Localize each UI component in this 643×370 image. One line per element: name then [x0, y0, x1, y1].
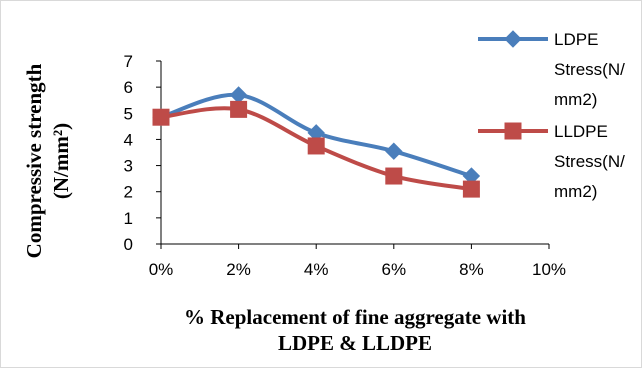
axes [160, 61, 549, 245]
legend-marker-1 [504, 122, 522, 140]
legend-label-1-line-1: Stress(N/ [554, 152, 625, 171]
x-tick-label: 2% [226, 260, 251, 279]
legend: LDPE Stress(N/mm2) LLDPE Stress(N/mm2) [478, 30, 625, 201]
series-1-point-3 [385, 167, 403, 185]
y-tick-label: 4 [124, 130, 133, 149]
series-markers [152, 86, 481, 198]
x-axis-title-line-2: LDPE & LLDPE [278, 331, 432, 355]
x-tick-labels: 0% 2% 4% 6% 8% 10% [149, 244, 566, 279]
y-axis-title: Compressive strength (N/mm²) [22, 63, 73, 258]
x-tick-label: 0% [149, 260, 174, 279]
y-tick-label: 0 [124, 235, 133, 254]
y-tick-label: 3 [124, 157, 133, 176]
x-axis-title-line-1: % Replacement of fine aggregate with [184, 305, 526, 329]
legend-label-0-line-2: mm2) [554, 90, 597, 109]
y-tick-label: 5 [124, 104, 133, 123]
y-axis-title-line-2: (N/mm²) [49, 123, 73, 199]
legend-label-0-line-0: LDPE [554, 30, 598, 49]
y-axis-title-line-1: Compressive strength [22, 63, 46, 258]
legend-marker-0 [504, 30, 522, 48]
x-tick-label: 10% [532, 260, 566, 279]
legend-label-1-line-0: LLDPE [554, 122, 608, 141]
y-tick-label: 1 [124, 209, 133, 228]
legend-label-0-line-1: Stress(N/ [554, 60, 625, 79]
x-tick-label: 4% [304, 260, 329, 279]
series-1-point-1 [230, 100, 248, 118]
x-axis-title: % Replacement of fine aggregate with LDP… [184, 305, 526, 355]
series-1-point-2 [307, 137, 325, 155]
x-tick-label: 8% [459, 260, 484, 279]
legend-label-1-line-2: mm2) [554, 182, 597, 201]
x-tick-label: 6% [382, 260, 407, 279]
y-tick-label: 6 [124, 78, 133, 97]
series-0-point-3 [385, 142, 403, 160]
y-tick-label: 7 [124, 52, 133, 71]
y-tick-labels: 0 1 2 3 4 5 6 7 [124, 52, 161, 254]
series-1-point-4 [462, 180, 480, 198]
series-1-point-0 [152, 108, 170, 126]
series-0-point-1 [229, 86, 248, 104]
y-tick-label: 2 [124, 183, 133, 202]
